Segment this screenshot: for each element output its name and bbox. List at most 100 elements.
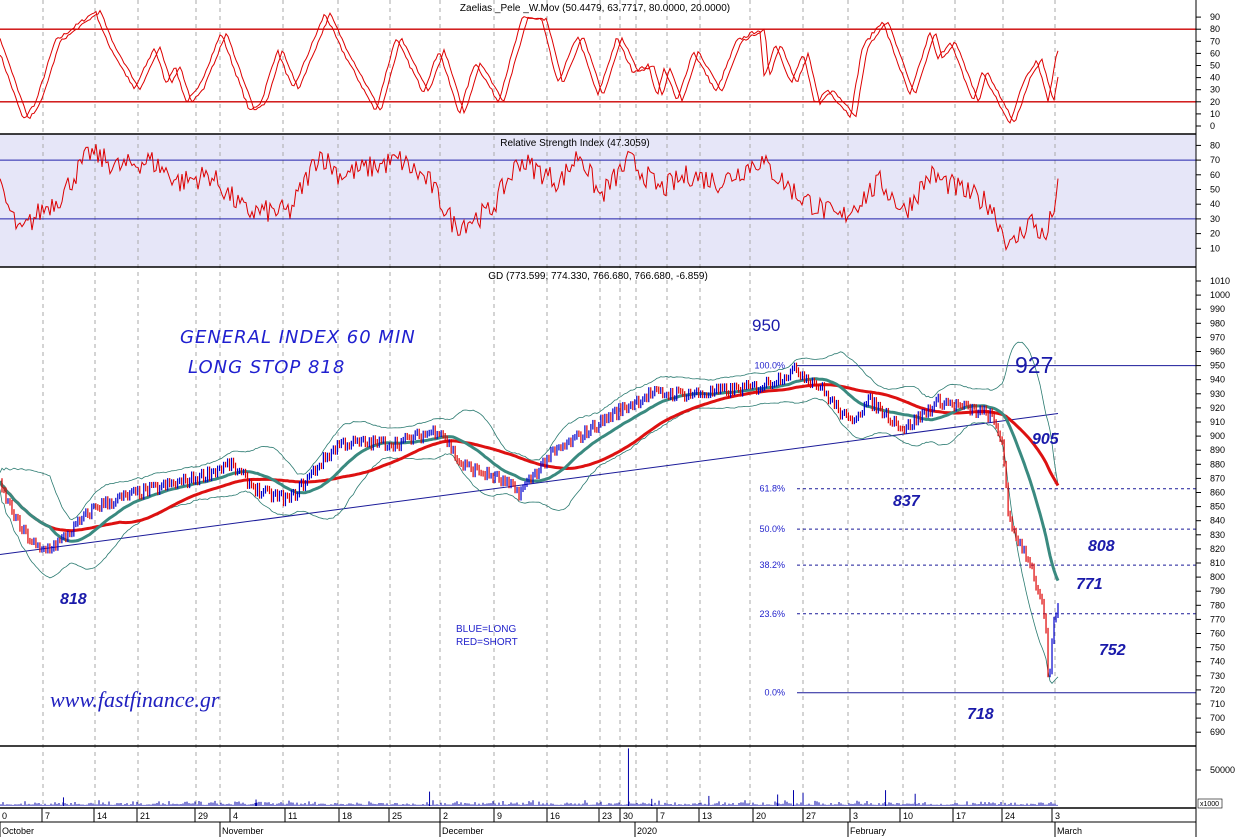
date-label: 7: [45, 811, 50, 821]
annotation-long-stop: LONG STOP 818: [188, 357, 345, 378]
price-axis-tick-label: 980: [1210, 318, 1225, 328]
date-label: 11: [288, 811, 297, 821]
stochastic-title: Zaelias _Pele _W.Mov (50.4479, 63.7717, …: [460, 3, 730, 14]
price-axis-tick-label: 870: [1210, 473, 1225, 483]
price-axis-tick-label: 860: [1210, 488, 1225, 498]
fib-label: 0.0%: [764, 688, 785, 698]
stochastic-panel: [0, 9, 1196, 124]
stochastic-axis-tick-label: 70: [1210, 36, 1220, 46]
date-label: 3: [1055, 811, 1060, 821]
legend-long: BLUE=LONG: [456, 624, 517, 635]
month-label: 2020: [637, 826, 657, 836]
bollinger-upper: [0, 341, 1059, 521]
legend-short: RED=SHORT: [456, 637, 518, 648]
price-axis-tick-label: 810: [1210, 558, 1225, 568]
price-axis-tick-label: 960: [1210, 347, 1225, 357]
rsi-axis-tick-label: 70: [1210, 155, 1220, 165]
stochastic-axis-tick-label: 40: [1210, 73, 1220, 83]
rsi-line: [0, 144, 1059, 252]
price-axis-tick-label: 920: [1210, 403, 1225, 413]
date-label: 9: [497, 811, 502, 821]
annotation-title: GENERAL INDEX 60 MIN: [180, 327, 416, 348]
annotation-950: 950: [752, 316, 780, 335]
stochastic-axis-tick-label: 20: [1210, 97, 1220, 107]
date-label: 25: [392, 811, 402, 821]
price-axis-tick-label: 700: [1210, 713, 1225, 723]
price-axis-tick-label: 990: [1210, 304, 1225, 314]
price-axis-tick-label: 890: [1210, 445, 1225, 455]
date-label: 24: [1005, 811, 1015, 821]
annotation-718: 718: [967, 706, 994, 723]
date-label: 0: [2, 811, 7, 821]
volume-panel: [0, 748, 1058, 806]
gridlines: [42, 0, 1056, 808]
annotation-818: 818: [60, 591, 87, 608]
stochastic-axis-tick-label: 80: [1210, 24, 1220, 34]
price-axis-tick-label: 1010: [1210, 276, 1230, 286]
rsi-title: Relative Strength Index (47.3059): [500, 138, 650, 149]
annotation-752: 752: [1099, 642, 1126, 659]
rsi-axis-tick-label: 40: [1210, 199, 1220, 209]
volume-unit-box: [1197, 798, 1223, 809]
stochastic-axis-tick-label: 90: [1210, 12, 1220, 22]
date-label: 20: [756, 811, 766, 821]
price-axis-tick-label: 770: [1210, 614, 1225, 624]
date-label: 7: [660, 811, 665, 821]
date-label: 21: [140, 811, 150, 821]
price-axis-tick-label: 970: [1210, 332, 1225, 342]
month-label: November: [222, 826, 264, 836]
price-axis-tick-label: 820: [1210, 544, 1225, 554]
rsi-axis-tick-label: 30: [1210, 214, 1220, 224]
price-title: GD (773.599, 774.330, 766.680, 766.680, …: [488, 271, 708, 282]
price-axis-tick-label: 840: [1210, 516, 1225, 526]
price-axis-tick-label: 800: [1210, 572, 1225, 582]
price-axis-tick-label: 940: [1210, 375, 1225, 385]
fib-label: 38.2%: [759, 560, 785, 570]
price-axis-tick-label: 790: [1210, 586, 1225, 596]
rsi-axis-tick-label: 20: [1210, 229, 1220, 239]
website-watermark: www.fastfinance.gr: [50, 687, 220, 712]
fib-label: 61.8%: [759, 484, 785, 494]
fib-label: 23.6%: [759, 609, 785, 619]
rsi-panel-bg: [0, 134, 1196, 267]
price-axis-tick-label: 780: [1210, 600, 1225, 610]
stochastic-line: [0, 10, 1059, 124]
stochastic-axis-tick-label: 60: [1210, 48, 1220, 58]
volume-unit: x1000: [1200, 801, 1219, 808]
bollinger-lower: [0, 397, 1059, 685]
month-label: October: [2, 826, 34, 836]
price-axis-tick-label: 850: [1210, 502, 1225, 512]
date-label: 16: [550, 811, 560, 821]
stochastic-axis-tick-label: 10: [1210, 109, 1220, 119]
stochastic-axis-tick-label: 30: [1210, 85, 1220, 95]
stochastic-signal-line: [0, 9, 1059, 123]
annotation-771: 771: [1076, 576, 1103, 593]
fib-label: 50.0%: [759, 524, 785, 534]
price-axis-tick-label: 690: [1210, 727, 1225, 737]
annotation-808: 808: [1088, 538, 1115, 555]
annotation-905: 905: [1032, 431, 1060, 448]
date-label: 3: [853, 811, 858, 821]
date-label: 17: [956, 811, 966, 821]
rsi-axis-tick-label: 60: [1210, 170, 1220, 180]
month-label: February: [850, 826, 887, 836]
rsi-panel: [0, 144, 1196, 252]
stochastic-axis-tick-label: 50: [1210, 61, 1220, 71]
date-label: 14: [97, 811, 107, 821]
price-axis-tick-label: 730: [1210, 671, 1225, 681]
price-axis-tick-label: 750: [1210, 643, 1225, 653]
price-axis-tick-label: 950: [1210, 361, 1225, 371]
moving-average-slow: [0, 383, 1060, 533]
price-axis-tick-label: 1000: [1210, 290, 1230, 300]
price-axis-tick-label: 900: [1210, 431, 1225, 441]
rsi-axis-tick-label: 10: [1210, 243, 1220, 253]
price-axis-tick-label: 760: [1210, 629, 1225, 639]
price-axis-tick-label: 930: [1210, 389, 1225, 399]
fib-label: 100.0%: [754, 361, 785, 371]
month-label: March: [1057, 826, 1082, 836]
date-label: 27: [806, 811, 816, 821]
date-label: 29: [198, 811, 208, 821]
price-axis-tick-label: 910: [1210, 417, 1225, 427]
